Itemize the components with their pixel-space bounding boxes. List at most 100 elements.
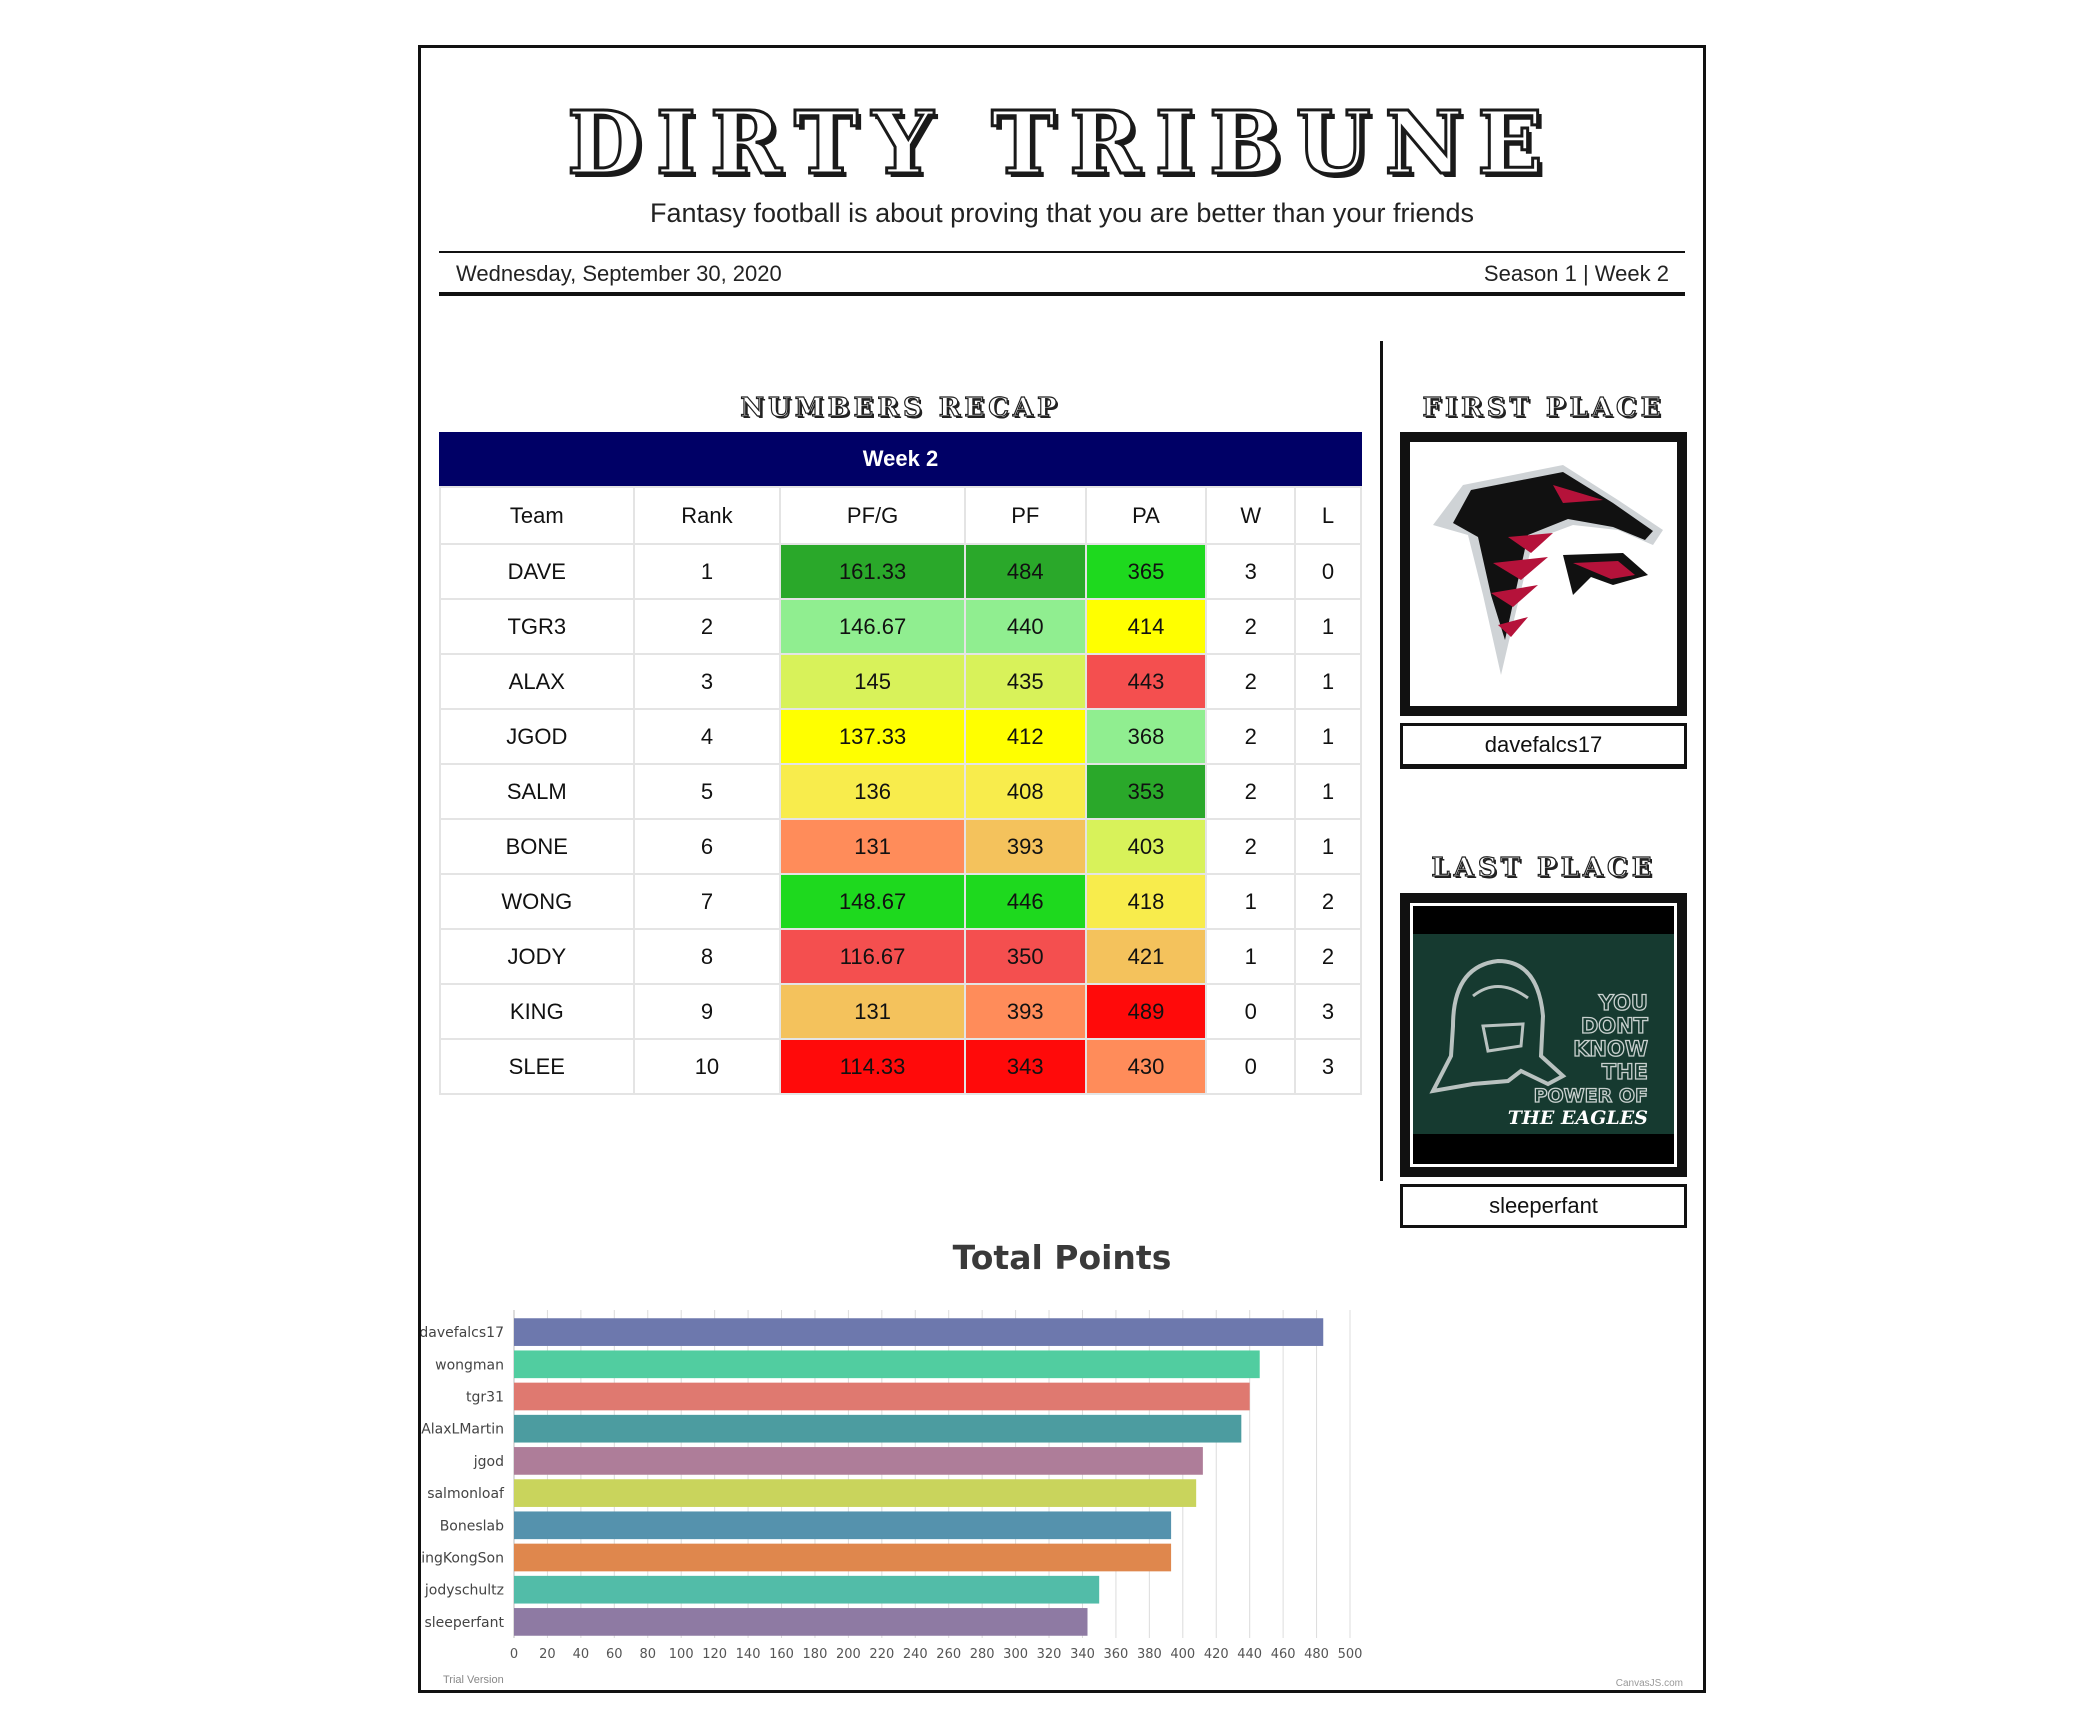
numbers-recap-title: NUMBERS RECAP [740,392,1061,423]
rank-cell: 9 [632,983,782,1040]
pfg-cell: 131 [779,983,966,1040]
wins-cell: 0 [1205,1038,1297,1095]
meme-line-1: YOU [1598,991,1648,1015]
team-cell: TGR3 [439,598,635,655]
pa-cell: 353 [1084,763,1208,820]
team-cell: SLEE [439,1038,635,1095]
losses-cell: 1 [1294,653,1362,710]
y-category-label: tgr31 [466,1390,504,1406]
team-cell: JGOD [439,708,635,765]
team-cell: SALM [439,763,635,820]
y-category-label: Boneslab [440,1518,504,1534]
column-header-w: W [1205,486,1297,545]
last-place-frame: YOU DONT KNOW THE POWER OF THE EAGLES [1400,893,1687,1177]
falcon-icon [1433,465,1663,675]
x-tick-label: 500 [1338,1647,1363,1662]
bar [514,1382,1250,1411]
y-category-label: sleeperfant [424,1615,504,1631]
pa-cell: 421 [1084,928,1208,985]
x-tick-label: 360 [1104,1647,1129,1662]
table-row: BONE 6 131 393 403 2 1 [439,818,1362,875]
pfg-cell: 131 [779,818,966,875]
numbers-recap-table: Week 2 Team Rank PF/G PF PA W L DAVE 1 161… [439,432,1362,1095]
last-place-card: YOU DONT KNOW THE POWER OF THE EAGLES sl… [1400,893,1687,1228]
column-header-pfg: PF/G [779,486,966,545]
issue-date: Wednesday, September 30, 2020 [456,261,782,286]
meme-line-2: DONT [1581,1014,1649,1038]
eagles-meme-image: YOU DONT KNOW THE POWER OF THE EAGLES [1410,903,1677,1167]
x-tick-label: 0 [510,1647,518,1662]
pf-cell: 393 [963,983,1087,1040]
team-cell: DAVE [439,543,635,600]
bar [514,1511,1172,1540]
bar [514,1608,1088,1636]
team-cell: BONE [439,818,635,875]
table-row: SALM 5 136 408 353 2 1 [439,763,1362,820]
rank-cell: 4 [632,708,782,765]
wins-cell: 3 [1205,543,1297,600]
wins-cell: 2 [1205,598,1297,655]
wins-cell: 2 [1205,763,1297,820]
wins-cell: 2 [1205,653,1297,710]
x-tick-label: 280 [970,1647,995,1662]
column-header-pa: PA [1084,486,1208,545]
x-tick-label: 220 [869,1647,894,1662]
x-tick-label: 440 [1237,1647,1262,1662]
rank-cell: 8 [632,928,782,985]
wins-cell: 2 [1205,708,1297,765]
rank-cell: 3 [632,653,782,710]
trial-watermark: Trial Version [443,1674,504,1686]
bar [514,1350,1260,1379]
x-tick-label: 100 [669,1647,694,1662]
tagline: Fantasy football is about proving that y… [650,198,1474,228]
wins-cell: 0 [1205,983,1297,1040]
bar [514,1479,1197,1507]
pfg-cell: 161.33 [779,543,966,600]
rank-cell: 7 [632,873,782,930]
team-cell: ALAX [439,653,635,710]
pf-cell: 408 [963,763,1087,820]
meme-line-5: POWER OF [1534,1085,1648,1107]
pa-cell: 368 [1084,708,1208,765]
losses-cell: 1 [1294,708,1362,765]
x-tick-label: 400 [1170,1647,1195,1662]
table-row: JODY 8 116.67 350 421 1 2 [439,928,1362,985]
pa-cell: 418 [1084,873,1208,930]
pfg-cell: 114.33 [779,1038,966,1095]
pfg-cell: 145 [779,653,966,710]
y-category-label: salmonloaf [427,1486,505,1502]
pfg-cell: 137.33 [779,708,966,765]
y-category-label: wongman [435,1357,504,1373]
x-tick-label: 20 [539,1647,556,1662]
pf-cell: 393 [963,818,1087,875]
wins-cell: 1 [1205,873,1297,930]
pa-cell: 414 [1084,598,1208,655]
x-tick-label: 160 [769,1647,794,1662]
losses-cell: 1 [1294,818,1362,875]
season-week: Season 1 | Week 2 [1483,261,1669,286]
column-header-l: L [1294,486,1362,545]
last-place-name: sleeperfant [1400,1184,1687,1228]
y-category-label: davefalcs17 [421,1325,504,1341]
rank-cell: 5 [632,763,782,820]
x-tick-label: 320 [1037,1647,1062,1662]
pf-cell: 350 [963,928,1087,985]
wins-cell: 1 [1205,928,1297,985]
recap-table: Team Rank PF/G PF PA W L DAVE 1 161.33 484 3… [439,486,1362,1095]
losses-cell: 3 [1294,1038,1362,1095]
x-tick-label: 60 [606,1647,623,1662]
meme-line-4: THE [1602,1060,1648,1084]
losses-cell: 1 [1294,598,1362,655]
rank-cell: 6 [632,818,782,875]
pfg-cell: 116.67 [779,928,966,985]
first-place-card: davefalcs17 [1400,432,1687,767]
pf-cell: 412 [963,708,1087,765]
chart-title: Total Points [952,1238,1172,1277]
pf-cell: 484 [963,543,1087,600]
pfg-cell: 136 [779,763,966,820]
column-divider [1380,341,1383,1181]
table-row: KING 9 131 393 489 0 3 [439,983,1362,1040]
bar [514,1318,1324,1346]
newspaper-page: DIRTY TRIBUNE Fantasy football is about … [418,45,1706,1693]
x-tick-label: 80 [639,1647,656,1662]
